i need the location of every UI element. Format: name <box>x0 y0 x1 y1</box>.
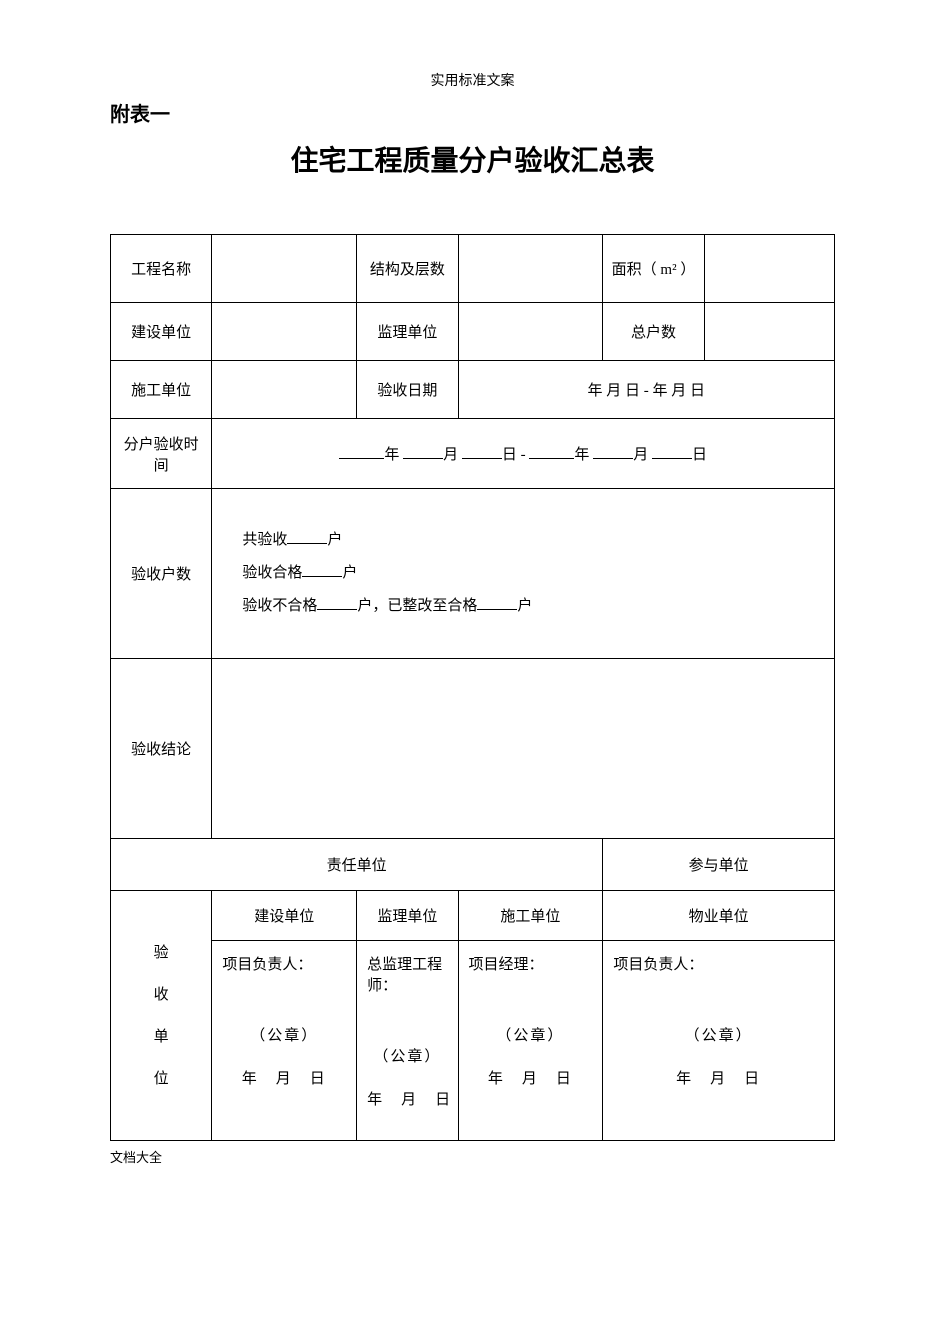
annex-label: 附表一 <box>110 98 835 127</box>
label-date: 年 月 日 <box>222 1067 346 1088</box>
table-row: 分户验收时间 年 月 日 - 年 月 日 <box>111 419 835 489</box>
label-supervision-unit: 监理单位 <box>357 303 458 361</box>
text-total-accepted-suffix: 户 <box>327 532 342 548</box>
text-day: 日 <box>692 447 707 463</box>
header-small-text: 实用标准文案 <box>110 70 835 90</box>
table-row: 施工单位 验收日期 年 月 日 - 年 月 日 <box>111 361 835 419</box>
value-household-acceptance-time: 年 月 日 - 年 月 日 <box>212 419 835 489</box>
label-seal: （公章） <box>222 1024 346 1045</box>
form-table: 工程名称 结构及层数 面积（ m² ） 建设单位 监理单位 总户数 施工单位 验… <box>110 234 835 1141</box>
signature-cell-contractor: 项目经理： （公章） 年 月 日 <box>458 941 603 1141</box>
text-unqualified-mid: 户，已整改至合格 <box>357 598 477 614</box>
signature-cell-supervision: 总监理工程师： （公章） 年 月 日 <box>357 941 458 1141</box>
text-year: 年 <box>384 447 399 463</box>
label-date: 年 月 日 <box>613 1067 824 1088</box>
blank-field <box>593 444 633 459</box>
blank-field <box>403 444 443 459</box>
label-seal: （公章） <box>613 1024 824 1045</box>
blank-field <box>317 595 357 610</box>
blank-field <box>652 444 692 459</box>
text-total-accepted-prefix: 共验收 <box>242 532 287 548</box>
text-char: 验 <box>154 945 169 961</box>
main-title: 住宅工程质量分户验收汇总表 <box>110 139 835 179</box>
blank-field <box>302 562 342 577</box>
blank-field <box>529 444 574 459</box>
value-contractor <box>212 361 357 419</box>
value-structure-floors <box>458 235 603 303</box>
label-construction-unit: 建设单位 <box>111 303 212 361</box>
label-chief-engineer: 总监理工程师： <box>367 953 447 995</box>
label-acceptance-conclusion: 验收结论 <box>111 659 212 839</box>
label-date: 年 月 日 <box>469 1067 593 1088</box>
label-contractor-col: 施工单位 <box>458 891 603 941</box>
label-contractor: 施工单位 <box>111 361 212 419</box>
page: 实用标准文案 附表一 住宅工程质量分户验收汇总表 工程名称 结构及层数 面积（ … <box>0 0 945 1206</box>
blank-field <box>462 444 502 459</box>
label-project-name: 工程名称 <box>111 235 212 303</box>
value-project-name <box>212 235 357 303</box>
blank-field <box>287 529 327 544</box>
text-char: 位 <box>154 1071 169 1087</box>
signature-cell-property: 项目负责人： （公章） 年 月 日 <box>603 941 835 1141</box>
text-unqualified-prefix: 验收不合格 <box>242 598 317 614</box>
blank-field <box>339 444 384 459</box>
table-row: 验收户数 共验收户 验收合格户 验收不合格户，已整改至合格户 <box>111 489 835 659</box>
label-project-manager: 项目经理： <box>469 953 593 974</box>
text-char: 收 <box>154 987 169 1003</box>
label-acceptance-date: 验收日期 <box>357 361 458 419</box>
label-structure-floors: 结构及层数 <box>357 235 458 303</box>
text-date-sep: - <box>521 447 526 463</box>
label-property-unit-col: 物业单位 <box>603 891 835 941</box>
label-date: 年 月 日 <box>367 1088 447 1109</box>
table-row: 验 收 单 位 建设单位 监理单位 施工单位 物业单位 <box>111 891 835 941</box>
table-row: 建设单位 监理单位 总户数 <box>111 303 835 361</box>
text-char: 单 <box>154 1029 169 1045</box>
signature-cell-construction: 项目负责人： （公章） 年 月 日 <box>212 941 357 1141</box>
text-month: 月 <box>443 447 458 463</box>
value-supervision-unit <box>458 303 603 361</box>
value-acceptance-date: 年 月 日 - 年 月 日 <box>458 361 834 419</box>
table-row: 项目负责人： （公章） 年 月 日 总监理工程师： （公章） 年 月 日 项目经… <box>111 941 835 1141</box>
label-acceptance-households: 验收户数 <box>111 489 212 659</box>
text-qualified-prefix: 验收合格 <box>242 565 302 581</box>
text-qualified-suffix: 户 <box>342 565 357 581</box>
value-area <box>704 235 834 303</box>
label-household-acceptance-time: 分户验收时间 <box>111 419 212 489</box>
label-seal: （公章） <box>469 1024 593 1045</box>
value-acceptance-conclusion <box>212 659 835 839</box>
label-total-households: 总户数 <box>603 303 704 361</box>
blank-field <box>477 595 517 610</box>
label-responsible-unit: 责任单位 <box>111 839 603 891</box>
text-year: 年 <box>574 447 589 463</box>
label-area: 面积（ m² ） <box>603 235 704 303</box>
label-acceptance-unit-vertical: 验 收 单 位 <box>111 891 212 1141</box>
text-unqualified-suffix: 户 <box>517 598 532 614</box>
label-participating-unit: 参与单位 <box>603 839 835 891</box>
table-row: 工程名称 结构及层数 面积（ m² ） <box>111 235 835 303</box>
table-row: 责任单位 参与单位 <box>111 839 835 891</box>
label-project-leader-property: 项目负责人： <box>613 953 824 974</box>
text-month: 月 <box>633 447 648 463</box>
label-supervision-unit-col: 监理单位 <box>357 891 458 941</box>
label-project-leader: 项目负责人： <box>222 953 346 974</box>
value-acceptance-households: 共验收户 验收合格户 验收不合格户，已整改至合格户 <box>212 489 835 659</box>
value-total-households <box>704 303 834 361</box>
text-day: 日 <box>502 447 517 463</box>
label-seal: （公章） <box>367 1045 447 1066</box>
label-construction-unit-col: 建设单位 <box>212 891 357 941</box>
value-construction-unit <box>212 303 357 361</box>
table-row: 验收结论 <box>111 659 835 839</box>
footer-small-text: 文档大全 <box>110 1147 835 1166</box>
